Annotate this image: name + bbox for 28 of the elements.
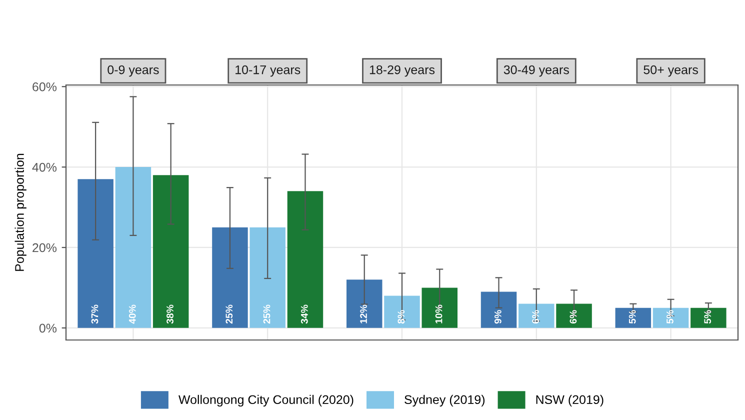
data-label: 40% — [128, 304, 136, 324]
data-label: 25% — [263, 304, 270, 324]
x-tick-label: 10-17 years — [236, 65, 300, 77]
x-tick-label: 30-49 years — [504, 65, 569, 77]
data-label: 38% — [166, 304, 174, 324]
data-label: 8% — [398, 310, 405, 324]
y-tick-label: 60% — [32, 82, 57, 92]
data-label: 9% — [494, 310, 502, 324]
data-label: 25% — [226, 304, 233, 324]
data-label: 6% — [570, 310, 577, 324]
legend-label: Wollongong City Council (2020) — [178, 394, 354, 407]
x-tick-label: 50+ years — [644, 65, 698, 77]
data-label: 34% — [300, 304, 308, 324]
data-label: 12% — [360, 304, 367, 324]
data-label: 5% — [628, 310, 636, 324]
y-axis-title: Population proportion — [14, 154, 26, 271]
data-label: 37% — [91, 304, 98, 324]
x-tick-label: 18-29 years — [370, 65, 435, 77]
y-tick-label: 0% — [39, 324, 57, 333]
legend-label: Sydney (2019) — [404, 394, 485, 407]
data-label: 5% — [704, 310, 712, 324]
data-label: 10% — [435, 304, 442, 324]
y-tick-label: 20% — [32, 243, 57, 252]
data-label: 6% — [532, 310, 540, 324]
y-tick-label: 40% — [32, 162, 57, 172]
legend-label: NSW (2019) — [536, 394, 604, 407]
x-tick-label: 0-9 years — [108, 65, 159, 77]
data-label: 5% — [666, 310, 674, 324]
